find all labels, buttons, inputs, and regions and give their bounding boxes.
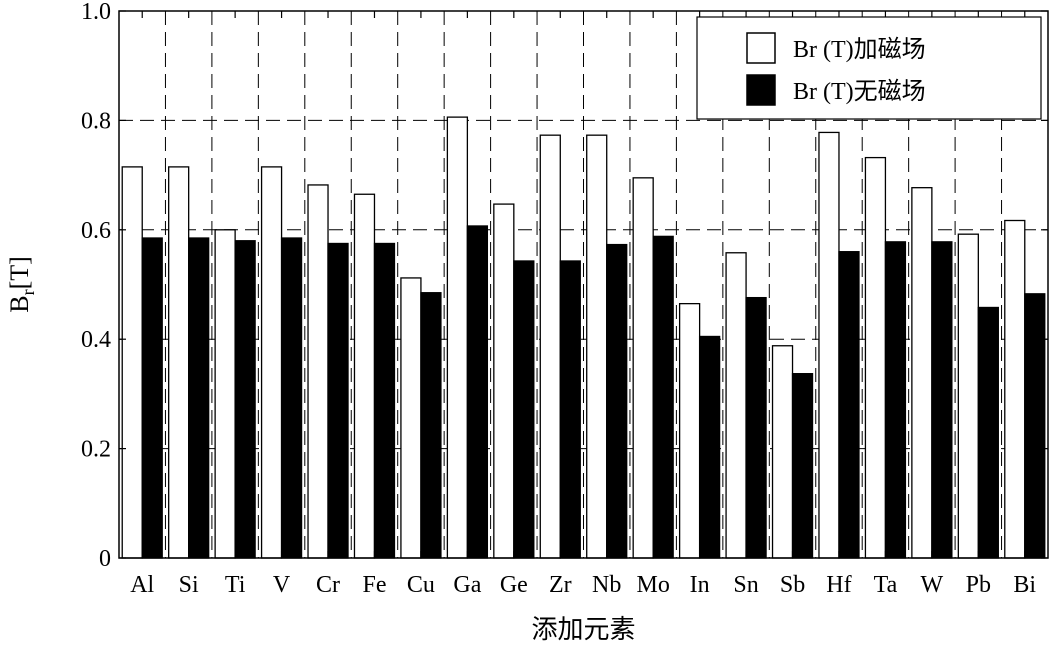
bar-with-field-cu <box>400 277 422 559</box>
bar-with-field-zr <box>539 134 561 559</box>
x-tick-label-pb: Pb <box>966 572 991 598</box>
x-tick-label-in: In <box>690 572 710 598</box>
bar-with-field-ta <box>864 156 887 559</box>
bar-with-field-in <box>678 302 701 559</box>
bar-with-field-hf <box>818 131 840 559</box>
y-axis-title-main: B <box>5 295 34 312</box>
bar-with-field-ti <box>214 229 236 559</box>
bar-without-field-mo <box>652 235 674 559</box>
x-tick-label-si: Si <box>179 572 199 598</box>
x-tick-label-hf: Hf <box>826 572 851 598</box>
x-tick-label-ti: Ti <box>225 572 246 598</box>
legend: Br (T)加磁场 Br (T)无磁场 <box>696 16 1042 120</box>
x-tick-label-bi: Bi <box>1013 572 1036 598</box>
bar-with-field-ga <box>446 116 469 559</box>
y-tick-label-2: 0.4 <box>81 327 111 353</box>
x-tick-label-nb: Nb <box>592 572 621 598</box>
bar-without-field-sb <box>791 373 814 559</box>
bar-with-field-fe <box>353 193 376 559</box>
bar-without-field-v <box>280 237 303 559</box>
y-tick-label-5: 1.0 <box>81 0 111 25</box>
bar-without-field-ge <box>513 260 535 559</box>
bar-without-field-cu <box>420 292 442 559</box>
bar-with-field-bi <box>1004 219 1026 559</box>
bar-without-field-cr <box>327 242 349 559</box>
plot-area-frame <box>118 10 1049 559</box>
bar-without-field-in <box>698 335 721 559</box>
y-tick-label-1: 0.2 <box>81 437 111 463</box>
y-axis-title-subscript: r <box>18 289 38 295</box>
x-tick-label-ta: Ta <box>874 572 898 598</box>
bar-with-field-sb <box>771 345 794 559</box>
bar-with-field-v <box>260 166 283 559</box>
bar-with-field-mo <box>632 177 654 559</box>
bar-with-field-sn <box>725 252 747 559</box>
x-tick-label-mo: Mo <box>637 572 670 598</box>
legend-label-without-field: Br (T)无磁场 <box>793 78 926 105</box>
x-axis-title: 添加元素 <box>531 615 635 644</box>
bar-without-field-ta <box>884 241 907 559</box>
x-tick-label-fe: Fe <box>362 572 386 598</box>
x-tick-label-al: Al <box>130 572 154 598</box>
bar-with-field-cr <box>307 184 329 559</box>
bar-with-field-w <box>911 187 933 559</box>
y-axis: 0 0.2 0.4 0.6 0.8 1.0 <box>81 0 1048 572</box>
bar-without-field-nb <box>606 243 628 559</box>
y-axis-title: Br[T] <box>5 256 38 313</box>
y-tick-label-4: 0.8 <box>81 108 111 134</box>
legend-swatch-without-field <box>746 74 776 106</box>
bar-with-field-al <box>121 166 143 559</box>
bar-without-field-ti <box>234 240 256 559</box>
legend-swatch-with-field <box>746 32 776 64</box>
bar-without-field-pb <box>977 306 999 559</box>
x-tick-label-sn: Sn <box>733 572 758 598</box>
x-tick-label-cr: Cr <box>316 572 340 598</box>
x-tick-label-sb: Sb <box>780 572 805 598</box>
bar-without-field-fe <box>373 242 396 559</box>
y-tick-label-3: 0.6 <box>81 218 111 244</box>
bar-without-field-w <box>931 241 953 559</box>
bar-without-field-zr <box>559 260 581 559</box>
bar-without-field-si <box>188 237 210 559</box>
bar-with-field-ge <box>493 203 515 559</box>
bar-without-field-sn <box>745 296 767 559</box>
bar-without-field-hf <box>838 251 860 559</box>
legend-label-with-field: Br (T)加磁场 <box>793 36 926 63</box>
x-tick-label-cu: Cu <box>407 572 435 598</box>
bar-without-field-al <box>141 237 163 559</box>
y-tick-label-0: 0 <box>99 546 111 572</box>
x-tick-label-v: V <box>273 572 291 598</box>
bar-with-field-pb <box>957 233 979 559</box>
x-tick-label-w: W <box>921 572 944 598</box>
bar-without-field-bi <box>1024 293 1046 559</box>
x-tick-label-ge: Ge <box>500 572 528 598</box>
bar-without-field-ga <box>466 225 489 559</box>
x-axis: Al Si Ti V Cr Fe Cu Ga Ge Zr Nb Mo In Sn Sb Hf Ta W Pb Bi <box>130 11 1036 598</box>
bar-with-field-nb <box>586 134 608 559</box>
x-tick-label-ga: Ga <box>453 572 481 598</box>
y-axis-title-unit: [T] <box>5 256 34 289</box>
bar-with-field-si <box>168 166 190 559</box>
x-tick-label-zr: Zr <box>549 572 572 598</box>
